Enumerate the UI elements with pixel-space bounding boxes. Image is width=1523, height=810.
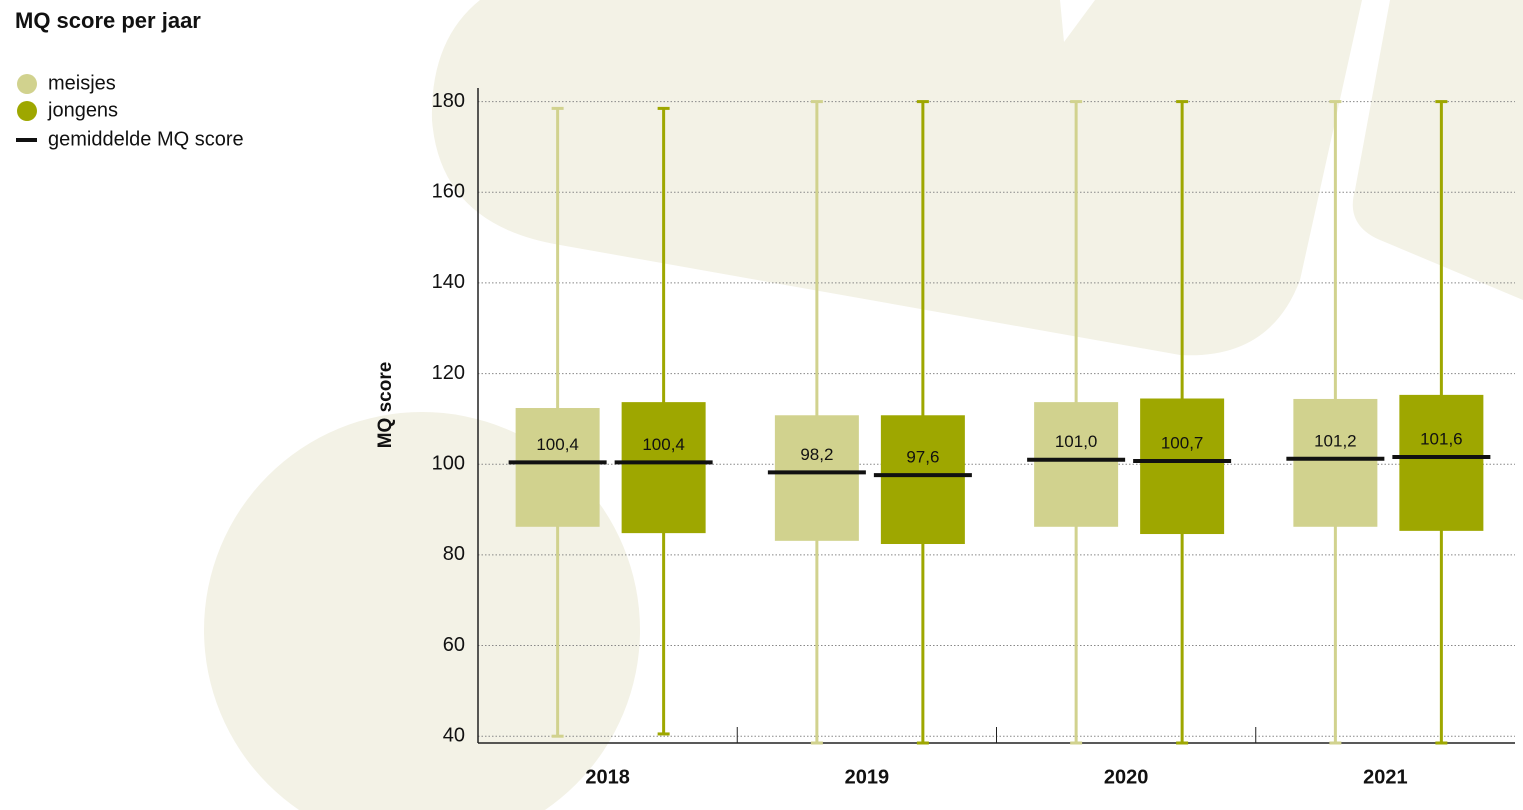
box [622, 402, 706, 533]
x-tick-label: 2020 [1104, 766, 1149, 788]
legend-label: meisjes [48, 72, 116, 94]
y-tick-label: 160 [432, 181, 465, 203]
y-tick-label: 80 [443, 543, 465, 565]
box [1293, 399, 1377, 527]
mean-label: 101,2 [1314, 431, 1357, 450]
mean-label: 100,7 [1161, 434, 1204, 453]
x-tick-label: 2019 [845, 766, 890, 788]
y-tick-label: 40 [443, 724, 465, 746]
mean-label: 101,0 [1055, 432, 1098, 451]
x-tick-label: 2021 [1363, 766, 1408, 788]
legend-label: gemiddelde MQ score [48, 128, 244, 150]
y-tick-label: 100 [432, 453, 465, 475]
mean-label: 97,6 [906, 448, 939, 467]
y-tick-label: 180 [432, 90, 465, 112]
box [516, 408, 600, 527]
chart-title: MQ score per jaar [15, 8, 201, 33]
box [1140, 399, 1224, 535]
y-axis-label: MQ score [375, 362, 396, 449]
box [1034, 402, 1118, 527]
legend-label: jongens [47, 99, 118, 121]
y-tick-label: 140 [432, 271, 465, 293]
mean-label: 101,6 [1420, 429, 1463, 448]
mean-label: 100,4 [536, 435, 579, 454]
y-tick-label: 120 [432, 362, 465, 384]
y-tick-label: 60 [443, 634, 465, 656]
legend-swatch [17, 74, 37, 94]
box [881, 415, 965, 544]
box [775, 415, 859, 541]
legend-swatch [17, 101, 37, 121]
mean-label: 98,2 [800, 445, 833, 464]
chart: MQ score per jaar MQ score meisjes jongen… [0, 0, 1523, 810]
box [1399, 395, 1483, 531]
mean-label: 100,4 [642, 435, 685, 454]
x-tick-label: 2018 [585, 766, 630, 788]
